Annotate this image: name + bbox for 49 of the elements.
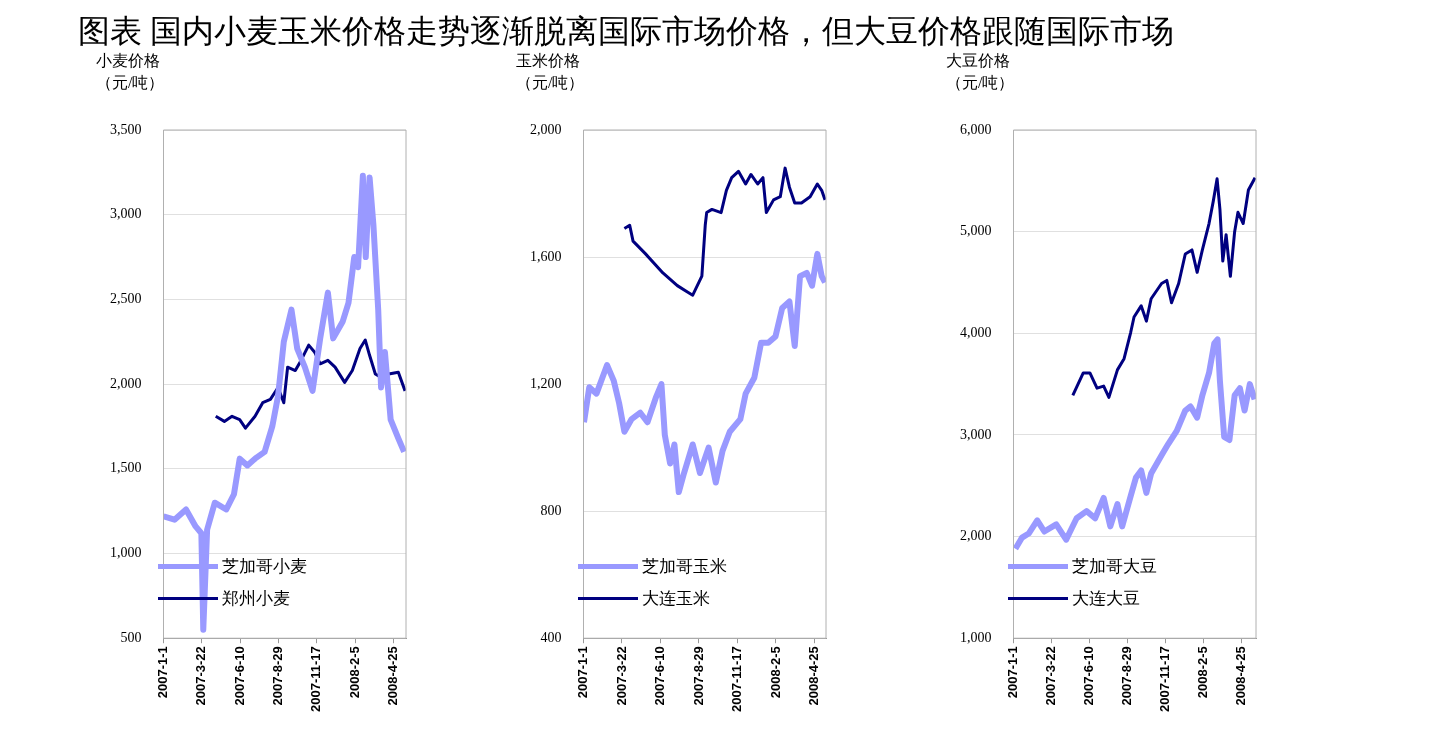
y-tick-label: 1,000	[110, 545, 142, 561]
x-tick-label: 2007-8-29	[690, 646, 706, 706]
x-tick-label: 2007-3-22	[1043, 646, 1059, 706]
y-tick-label: 1,600	[530, 248, 562, 264]
text: 图表 国内小麦玉米价格走势逐渐脱离国际市场价格，但大豆价格跟随国际市场	[78, 13, 1174, 49]
y-tick-label: 500	[120, 629, 142, 645]
y-axis-title: 小麦价格（元/吨）	[96, 51, 166, 93]
x-tick-label: 2007-3-22	[193, 646, 209, 706]
x-tick-label: 2007-11-17	[729, 646, 745, 712]
y-tick-label: 2,000	[960, 528, 992, 544]
x-tick-label: 2007-1-1	[155, 646, 171, 699]
y-tick-label: 5,000	[960, 223, 992, 239]
x-tick-label: 2007-3-22	[613, 646, 629, 706]
x-tick-label: 2007-11-17	[1156, 646, 1172, 712]
legend-label: 芝加哥大豆	[1071, 555, 1157, 578]
y-tick-label: 2,500	[110, 291, 142, 307]
y-tick-label: 1,000	[960, 629, 992, 645]
legend-label: 大连玉米	[641, 587, 710, 610]
x-tick-label: 2008-4-25	[385, 646, 401, 706]
legend-label: 郑州小麦	[221, 587, 290, 610]
y-tick-label: 1,500	[110, 460, 142, 476]
y-tick-label: 400	[540, 629, 562, 645]
x-tick-label: 2007-11-17	[308, 646, 324, 712]
x-tick-label: 2007-1-1	[1005, 646, 1021, 699]
x-tick-label: 2008-2-5	[1194, 646, 1210, 699]
y-tick-label: 800	[540, 502, 562, 518]
legend-label: 大连大豆	[1071, 587, 1140, 610]
y-tick-label: 4,000	[960, 324, 992, 340]
y-axis-title: 大豆价格（元/吨）	[946, 51, 1016, 93]
x-tick-label: 2008-2-5	[767, 646, 783, 699]
x-tick-label: 2007-6-10	[231, 646, 247, 706]
x-tick-label: 2007-8-29	[270, 646, 286, 706]
x-tick-label: 2007-6-10	[1081, 646, 1097, 706]
y-tick-label: 6,000	[960, 121, 992, 137]
x-tick-label: 2008-2-5	[346, 646, 362, 699]
legend-label: 芝加哥玉米	[641, 555, 727, 578]
y-tick-label: 1,200	[530, 375, 562, 391]
y-tick-label: 2,000	[530, 121, 562, 137]
y-tick-label: 3,500	[110, 121, 142, 137]
x-tick-label: 2007-8-29	[1118, 646, 1134, 706]
x-tick-label: 2007-1-1	[575, 646, 591, 699]
x-tick-label: 2007-6-10	[652, 646, 668, 706]
legend-label: 芝加哥小麦	[221, 555, 307, 578]
y-tick-label: 2,000	[110, 375, 142, 391]
y-tick-label: 3,000	[960, 426, 992, 442]
x-tick-label: 2008-4-25	[1232, 646, 1248, 706]
x-tick-label: 2008-4-25	[806, 646, 822, 706]
y-tick-label: 3,000	[110, 206, 142, 222]
y-axis-title: 玉米价格（元/吨）	[516, 51, 586, 93]
